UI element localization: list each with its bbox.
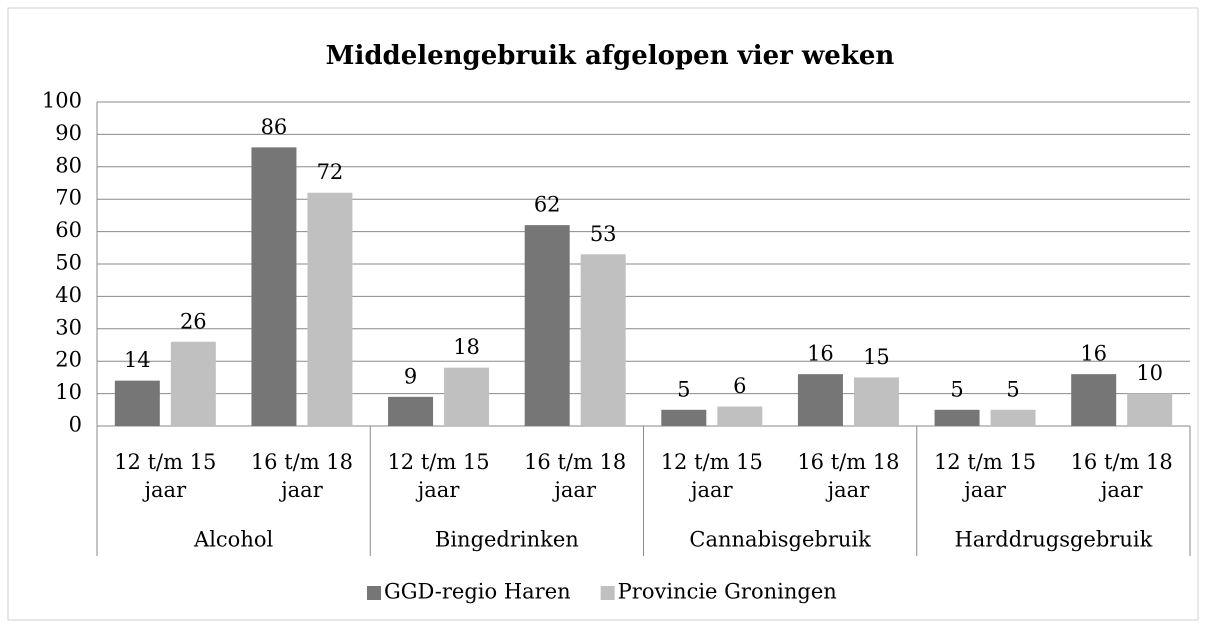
bar	[853, 377, 899, 426]
y-tick-label: 10	[55, 380, 82, 404]
bar	[717, 406, 763, 426]
bar	[580, 254, 626, 426]
data-label: 9	[404, 364, 417, 388]
bar	[524, 225, 570, 426]
legend-swatch	[367, 586, 381, 600]
group-label: Bingedrinken	[435, 528, 579, 552]
y-tick-label: 90	[55, 121, 82, 145]
bar	[444, 367, 490, 426]
data-label: 86	[261, 115, 288, 139]
bar	[170, 341, 216, 426]
y-tick-label: 0	[69, 413, 82, 437]
bar	[990, 409, 1036, 426]
y-tick-label: 60	[55, 218, 82, 242]
x-tick-label: 12 t/m 15 jaar	[933, 450, 1037, 502]
bar	[114, 380, 160, 426]
x-tick-label: 16 t/m 18 jaar	[797, 450, 900, 502]
x-tick-label: 16 t/m 18 jaar	[250, 450, 354, 502]
data-label: 6	[733, 374, 746, 398]
bar	[1127, 393, 1173, 426]
y-tick-label: 100	[42, 89, 82, 113]
bar	[934, 409, 980, 426]
x-tick-label: 16 t/m 18 jaar	[524, 450, 627, 502]
legend-label: GGD-regio Haren	[384, 580, 571, 604]
group-label: Harddrugsgebruik	[954, 528, 1152, 552]
legend-label: Provincie Groningen	[618, 580, 837, 604]
bar	[307, 192, 353, 426]
data-label: 16	[807, 342, 834, 366]
data-label: 72	[317, 160, 344, 184]
x-tick-label: 12 t/m 15 jaar	[660, 450, 763, 502]
y-tick-label: 50	[55, 251, 82, 275]
group-label: Cannabisgebruik	[689, 528, 871, 552]
data-label: 5	[1006, 377, 1019, 401]
data-label: 14	[124, 348, 151, 372]
data-label: 10	[1136, 361, 1163, 385]
y-tick-label: 30	[55, 315, 82, 339]
group-label: Alcohol	[193, 528, 273, 552]
x-tick-label: 12 t/m 15 jaar	[387, 450, 490, 502]
x-tick-label: 16 t/m 18 jaar	[1070, 450, 1173, 502]
data-label: 62	[534, 193, 561, 217]
chart-title: Middelengebruik afgelopen vier weken	[326, 41, 895, 71]
bar	[1071, 374, 1117, 426]
data-label: 26	[180, 309, 207, 333]
bar	[251, 147, 297, 427]
data-label: 5	[677, 377, 690, 401]
bar	[388, 396, 434, 426]
data-label: 15	[863, 345, 890, 369]
data-label: 16	[1080, 342, 1107, 366]
data-label: 18	[453, 335, 480, 359]
data-label: 5	[950, 377, 963, 401]
bar	[661, 409, 707, 426]
y-tick-label: 20	[55, 348, 82, 372]
legend-swatch	[600, 586, 615, 600]
data-label: 53	[590, 222, 617, 246]
bar	[797, 374, 843, 426]
y-tick-label: 40	[55, 283, 82, 307]
x-tick-label: 12 t/m 15 jaar	[114, 450, 217, 502]
y-tick-label: 70	[55, 186, 82, 210]
y-tick-label: 80	[55, 153, 82, 177]
